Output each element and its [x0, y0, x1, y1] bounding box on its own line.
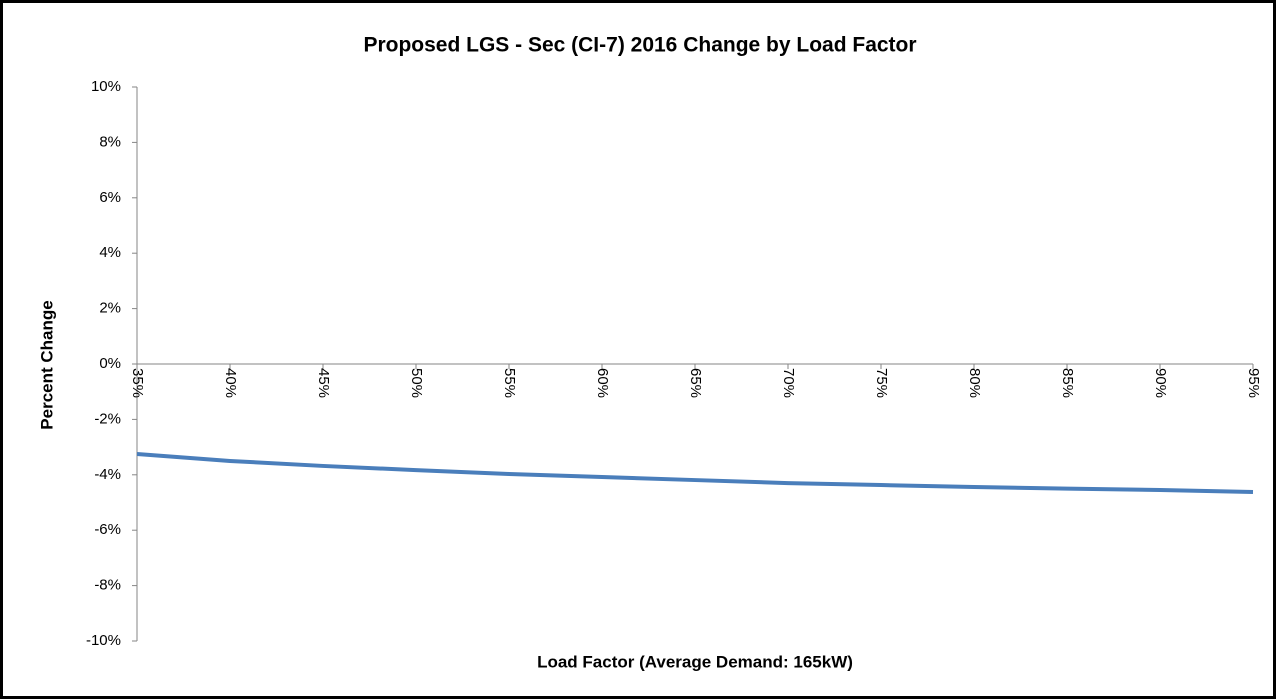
chart-title: Proposed LGS - Sec (CI-7) 2016 Change by… — [363, 34, 916, 57]
x-tick-label: 60% — [594, 368, 611, 398]
y-tick-label: 0% — [99, 355, 121, 372]
y-axis-label: Percent Change — [37, 300, 56, 429]
y-tick-label: -4% — [94, 466, 121, 483]
x-tick-label: 75% — [873, 368, 890, 398]
y-tick-label: -10% — [86, 632, 121, 649]
y-tick-label: 6% — [99, 189, 121, 206]
x-tick-label: 95% — [1245, 368, 1262, 398]
x-axis-label: Load Factor (Average Demand: 165kW) — [537, 652, 853, 671]
y-tick-label: 10% — [91, 78, 121, 95]
y-tick-label: 2% — [99, 300, 121, 317]
x-tick-label: 50% — [408, 368, 425, 398]
y-tick-label: -2% — [94, 410, 121, 427]
x-tick-label: 90% — [1152, 368, 1169, 398]
x-tick-label: 70% — [780, 368, 797, 398]
data-line — [136, 452, 1254, 494]
x-tick-label: 80% — [966, 368, 983, 398]
x-tick-label: 55% — [501, 368, 518, 398]
x-tick-label: 40% — [222, 368, 239, 398]
x-tick-label: 65% — [687, 368, 704, 398]
x-tick-label: 35% — [129, 368, 146, 398]
y-tick-label: -6% — [94, 521, 121, 538]
y-tick-label: 4% — [99, 244, 121, 261]
y-tick-label: -8% — [94, 577, 121, 594]
x-tick-label: 45% — [315, 368, 332, 398]
x-tick-label: 85% — [1059, 368, 1076, 398]
y-tick-label: 8% — [99, 133, 121, 150]
